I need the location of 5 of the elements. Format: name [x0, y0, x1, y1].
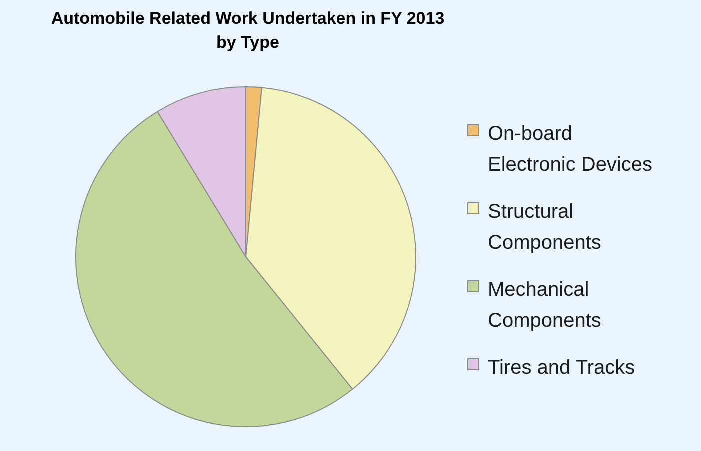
legend-label: Mechanical Components [488, 279, 602, 332]
legend-label: Structural Components [488, 201, 602, 254]
legend-label: Tires and Tracks [488, 357, 636, 380]
chart-title: Automobile Related Work Undertaken in FY 2013 by Type [51, 9, 445, 52]
legend-label: On-board Electronic Devices [488, 123, 653, 176]
